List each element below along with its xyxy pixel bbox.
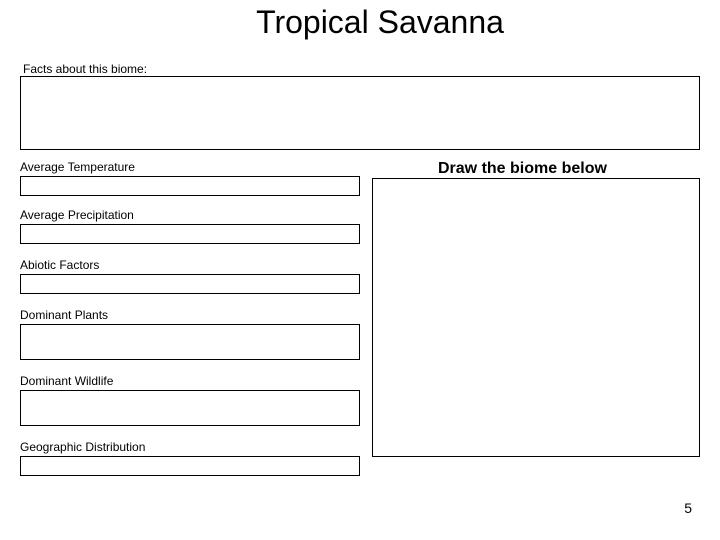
abiotic-label: Abiotic Factors <box>20 258 360 272</box>
avg-temp-input-box[interactable] <box>20 176 360 196</box>
page-title: Tropical Savanna <box>40 0 720 43</box>
page-number: 5 <box>684 500 692 516</box>
avg-temp-label: Average Temperature <box>20 160 360 174</box>
geo-label: Geographic Distribution <box>20 440 360 454</box>
plants-input-box[interactable] <box>20 324 360 360</box>
geo-input-box[interactable] <box>20 456 360 476</box>
facts-input-box[interactable] <box>20 76 700 150</box>
avg-precip-label: Average Precipitation <box>20 208 360 222</box>
facts-label: Facts about this biome: <box>23 62 147 76</box>
avg-precip-input-box[interactable] <box>20 224 360 244</box>
abiotic-input-box[interactable] <box>20 274 360 294</box>
draw-biome-label: Draw the biome below <box>438 160 607 178</box>
draw-biome-box[interactable] <box>372 178 700 457</box>
wildlife-label: Dominant Wildlife <box>20 374 360 388</box>
wildlife-input-box[interactable] <box>20 390 360 426</box>
plants-label: Dominant Plants <box>20 308 360 322</box>
